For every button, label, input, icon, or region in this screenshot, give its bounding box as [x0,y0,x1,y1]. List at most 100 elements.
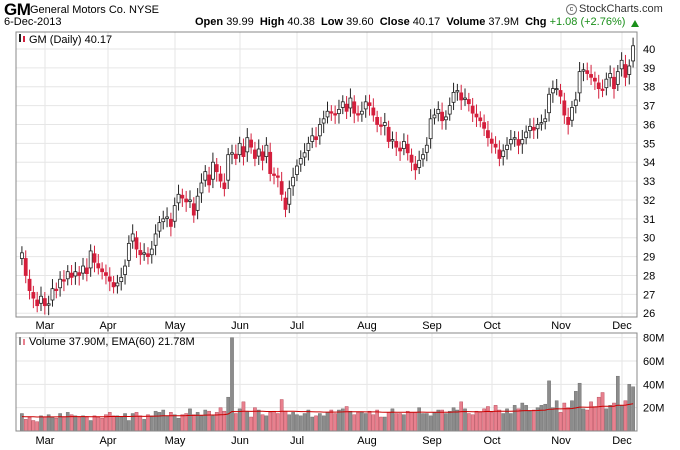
candle-body [222,182,227,190]
candle-body [352,101,357,114]
volume-bar [237,408,242,432]
candle-body [615,71,620,85]
volume-bar [146,414,150,432]
volume-bar [612,402,616,432]
volume-bar [531,409,536,432]
volume-ema-line [21,403,634,418]
volume-bar [386,412,391,432]
brand-label: StockCharts.com [579,3,663,15]
month-label: May [165,320,186,332]
volume-bar [230,337,234,432]
candle-body [283,197,288,210]
candle-body [126,242,131,261]
volume-bar [596,396,601,432]
volume-bar [363,413,368,432]
candle-body [508,139,513,145]
candle-body [409,154,414,163]
candle-body [497,149,502,159]
candle-body [50,288,55,301]
volume-bar [287,414,292,432]
candle-body [417,159,422,168]
volume-bar [298,415,303,432]
volume-bar [516,408,521,432]
volume-tick-label: 60M [643,356,664,368]
candle-body [23,258,28,276]
candle-body [486,130,490,139]
candle-body [96,263,101,269]
candle-body [390,139,395,142]
candle-body [287,188,292,205]
candle-body [168,218,173,227]
volume-bar [520,402,525,432]
candle-body [573,99,578,107]
candle-body [398,147,402,152]
volume-bar [489,412,494,432]
candle-body [279,181,284,195]
volume-bar [161,409,166,432]
volume-bar [447,410,452,432]
volume-bar [88,420,93,432]
price-tick-label: 30 [643,233,655,245]
volume-legend-text: Volume 37.90M, EMA(60) 21.78M [29,336,195,348]
candle-body [256,148,261,157]
volume-bar [62,416,66,432]
volume-bar [593,406,597,432]
month-label: Nov [551,320,571,332]
candle-body [592,77,597,82]
candle-body [237,142,242,156]
candle-body [111,282,116,288]
volume-bar [417,407,421,432]
volume-bar [176,417,181,432]
volume-bar [77,416,82,432]
candle-body [386,126,391,142]
up-arrow-icon [631,20,639,27]
candle-body [69,272,74,278]
volume-bar [245,410,250,432]
candle-body [329,111,334,114]
volume-bar [501,413,506,432]
volume-label: Volume [446,16,486,28]
candle-body [394,141,399,148]
volume-bar [234,413,238,432]
candle-body [149,248,154,256]
legend-vol-icon [19,337,21,345]
candle-body [321,118,326,124]
candle-body [188,199,192,202]
volume-bar [551,407,555,432]
price-tick-label: 38 [643,82,655,94]
candle-body [371,107,376,116]
volume-bar [352,414,357,432]
candle-body [379,124,383,127]
volume-bar [585,409,590,432]
candle-body [367,102,372,107]
volume-bar [20,413,24,432]
volume-bar [512,405,517,432]
volume-bar [318,413,322,432]
chg-value: +1.08 (+2.76%) [549,16,626,28]
volume-bar [264,415,269,432]
candle-body [405,143,410,154]
volume-bar [371,414,376,432]
volume-bar [394,413,399,432]
brand-link[interactable]: c StockCharts.com [566,3,663,15]
candle-body [520,139,525,145]
volume-bar [249,416,253,432]
candle-body [272,173,276,176]
candle-body [627,65,632,75]
price-panel-frame [15,31,638,318]
volume-bar [31,420,36,432]
volume-bar [291,412,295,432]
volume-bar [474,410,479,432]
volume-bar [470,414,475,432]
volume-bar [260,414,265,432]
volume-bar [23,419,28,432]
volume-tick-label: 80M [643,333,664,345]
price-tick-label: 36 [643,119,655,131]
candle-body [249,139,254,148]
price-tick-label: 34 [643,157,655,169]
month-label: Oct [483,320,500,332]
candle-body [512,137,517,140]
candle-body [570,107,574,121]
volume-bar [54,417,59,432]
candle-body [558,90,563,97]
